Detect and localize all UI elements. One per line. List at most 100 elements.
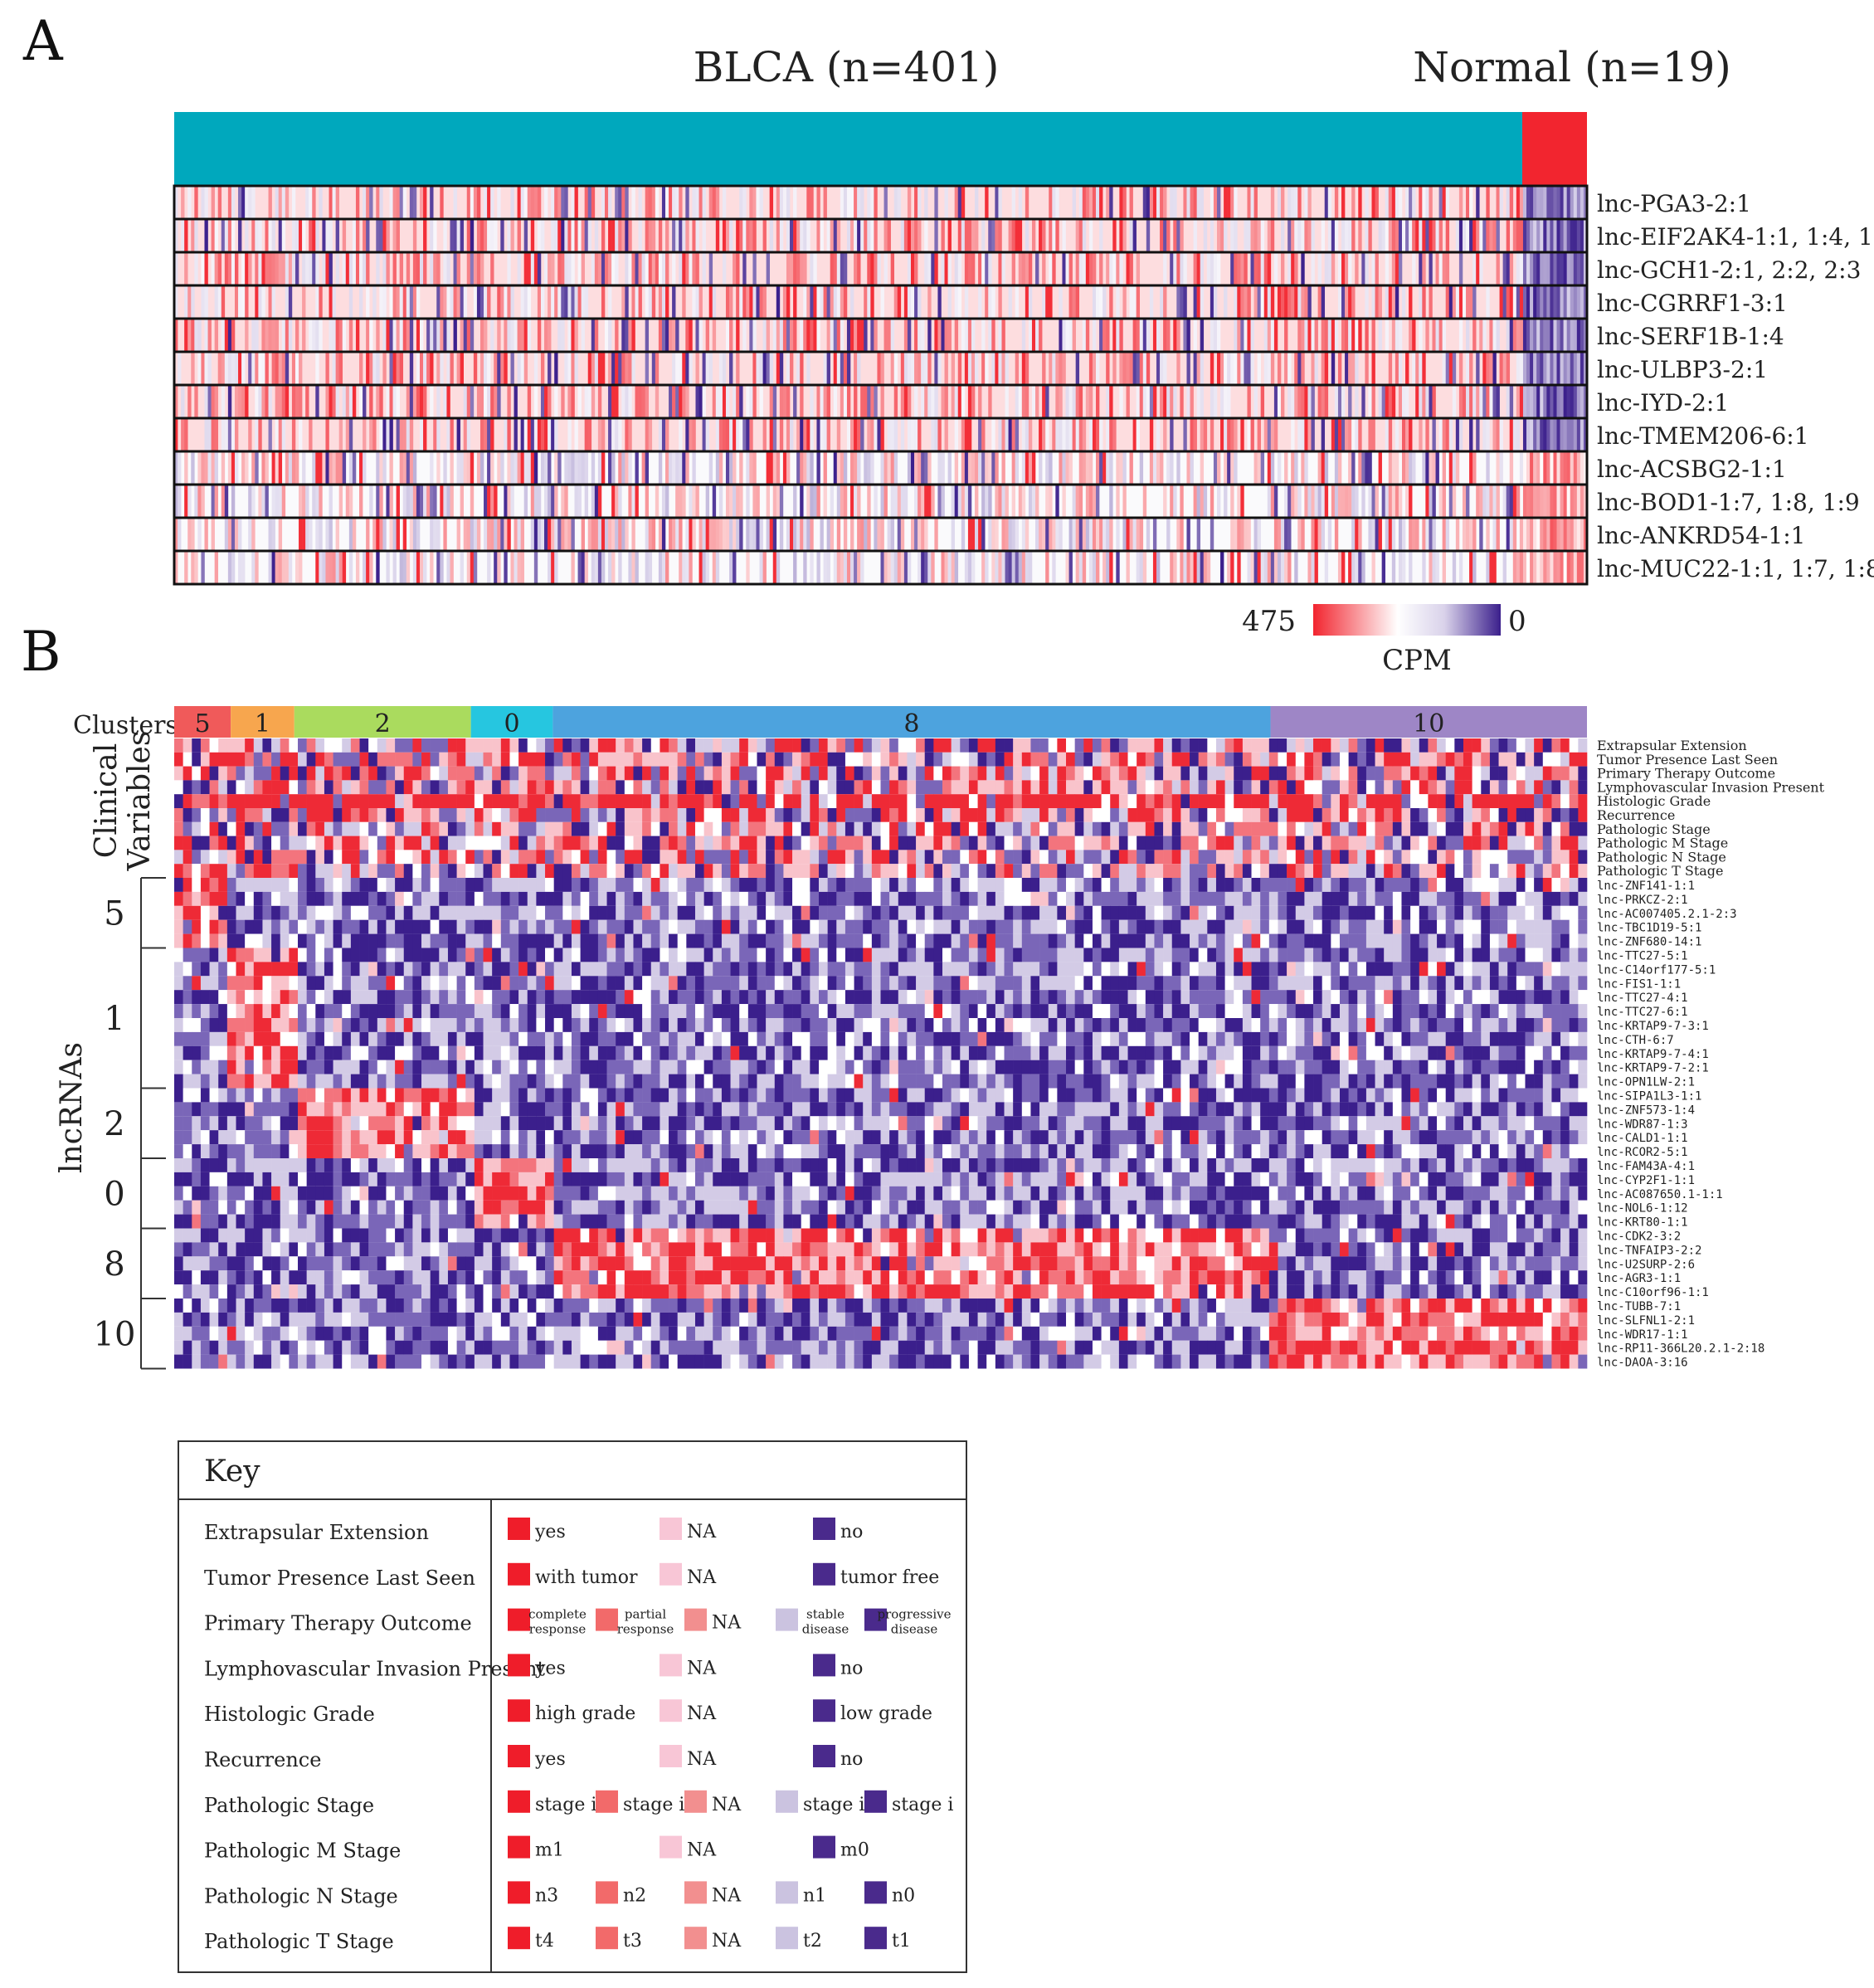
clinical-cell (1260, 780, 1269, 794)
clinical-cell (236, 808, 246, 822)
heatmap-a-cell (601, 186, 605, 219)
clinical-cell (669, 836, 678, 850)
clinical-cell (1260, 794, 1269, 808)
clinical-cell (254, 822, 263, 836)
heatmap-a-cell (628, 252, 631, 285)
clinical-cell (1083, 794, 1093, 808)
heatmap-a-cell (631, 518, 635, 551)
heatmap-a-cell (1247, 418, 1250, 451)
clinical-cell (695, 780, 704, 794)
heatmap-a-cell (1049, 285, 1052, 319)
clinical-cell (236, 767, 246, 781)
heatmap-a-cell (578, 485, 582, 518)
clinical-cell (1516, 780, 1526, 794)
heatmap-a-cell (625, 252, 628, 285)
heatmap-a-cell (309, 252, 312, 285)
lncrna-cell (315, 878, 324, 892)
heatmap-a-cell (1217, 252, 1220, 285)
heatmap-a-cell (518, 551, 521, 584)
heatmap-a-cell (1220, 352, 1224, 385)
clinical-cell (412, 822, 421, 836)
heatmap-a-cell (874, 385, 877, 418)
heatmap-a-cell (857, 319, 860, 352)
heatmap-a-cell (1560, 186, 1564, 219)
clinical-cell (598, 738, 607, 753)
clinical-cell (581, 738, 590, 753)
heatmap-a-cell (679, 451, 682, 485)
heatmap-a-cell (1368, 451, 1371, 485)
heatmap-a-cell (1546, 252, 1550, 285)
clinical-cell (368, 836, 377, 850)
clinical-cell (845, 850, 854, 864)
heatmap-a-cell (1389, 451, 1392, 485)
heatmap-a-cell (1312, 385, 1315, 418)
heatmap-a-cell (894, 352, 898, 385)
clinical-cell (351, 767, 360, 781)
clinical-cell (457, 767, 466, 781)
heatmap-a-cell (645, 252, 649, 285)
heatmap-a-cell (645, 219, 649, 252)
heatmap-a-cell (228, 186, 231, 219)
lncrna-cell (333, 878, 343, 892)
clinical-cell (952, 836, 961, 850)
heatmap-a-cell (803, 319, 806, 352)
heatmap-a-cell (382, 219, 386, 252)
clinical-cell (1083, 767, 1093, 781)
clinical-cell (457, 794, 466, 808)
heatmap-a-cell (628, 385, 631, 418)
heatmap-a-cell (369, 385, 372, 418)
clinical-cell (1252, 780, 1261, 794)
heatmap-a-cell (413, 385, 416, 418)
heatmap-a-cell (1315, 319, 1318, 352)
heatmap-a-cell (1456, 518, 1459, 551)
cluster-segment-label: 0 (504, 709, 519, 738)
heatmap-a-cell (548, 418, 551, 451)
clinical-cell (351, 753, 360, 767)
heatmap-a-cell (275, 319, 279, 352)
clinical-cell (368, 753, 377, 767)
clinical-cell (351, 738, 360, 753)
clinical-cell (704, 738, 713, 753)
clinical-cell (475, 808, 484, 822)
clinical-cell (1225, 864, 1234, 878)
heatmap-a-cell (272, 518, 275, 551)
heatmap-a-cell (937, 319, 941, 352)
heatmap-a-cell (1137, 352, 1140, 385)
heatmap-a-cell (551, 551, 554, 584)
heatmap-a-cell (1379, 451, 1382, 485)
heatmap-a-cell (1540, 551, 1543, 584)
heatmap-a-cell (824, 418, 827, 451)
heatmap-a-cell (1217, 219, 1220, 252)
clinical-cell (1199, 753, 1208, 767)
clinical-cell (315, 864, 324, 878)
heatmap-a-cell (888, 219, 891, 252)
heatmap-a-cell (1372, 385, 1375, 418)
heatmap-a-cell (1035, 252, 1039, 285)
heatmap-a-cell (349, 285, 353, 319)
heatmap-a-cell (484, 186, 487, 219)
clinical-cell (1304, 864, 1313, 878)
heatmap-a-cell (1086, 485, 1089, 518)
heatmap-a-cell (1220, 219, 1224, 252)
heatmap-a-cell (1392, 485, 1395, 518)
clinical-cell (1578, 864, 1587, 878)
lncrna-cell (722, 878, 731, 892)
heatmap-a-cell (1025, 418, 1029, 451)
heatmap-a-cell (494, 551, 497, 584)
heatmap-a-cell (927, 551, 931, 584)
heatmap-a-cell (275, 418, 279, 451)
heatmap-a-cell (1093, 551, 1096, 584)
heatmap-a-cell (1543, 551, 1546, 584)
heatmap-a-cell (857, 451, 860, 485)
heatmap-a-cell (1372, 319, 1375, 352)
heatmap-a-cell (810, 485, 813, 518)
heatmap-a-cell (1294, 352, 1297, 385)
heatmap-a-cell (1163, 385, 1166, 418)
heatmap-a-cell (585, 186, 588, 219)
heatmap-a-cell (1392, 385, 1395, 418)
heatmap-a-cell (1180, 385, 1183, 418)
heatmap-a-cell (1429, 551, 1432, 584)
clinical-cell (775, 864, 784, 878)
heatmap-a-cell (914, 285, 918, 319)
clinical-cell (501, 864, 510, 878)
